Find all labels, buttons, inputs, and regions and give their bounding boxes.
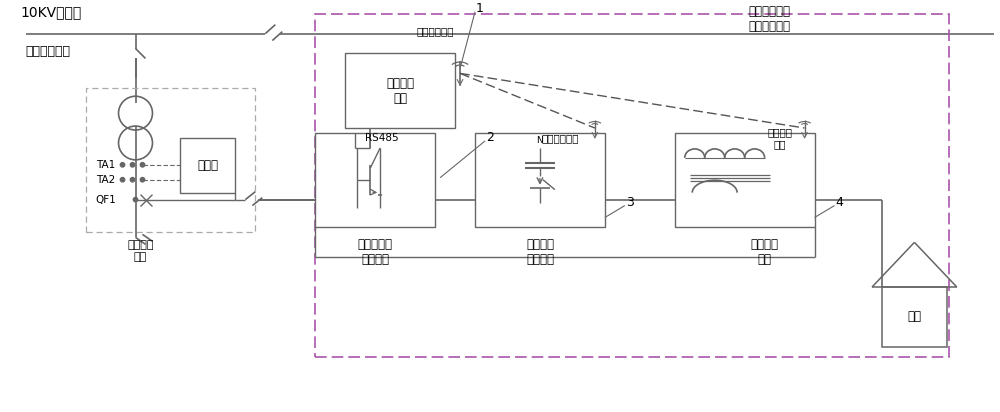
Text: 动态无功
补偿装置: 动态无功 补偿装置 — [526, 238, 554, 266]
Text: N: N — [537, 136, 543, 145]
Text: TA2: TA2 — [96, 175, 115, 185]
Bar — [86, 88, 255, 232]
Circle shape — [130, 163, 135, 167]
Text: 三级式配电网
电压治理装置: 三级式配电网 电压治理装置 — [749, 5, 791, 33]
Text: 无线数据传输: 无线数据传输 — [416, 27, 454, 37]
Circle shape — [120, 178, 125, 182]
Text: 高压隔离开关: 高压隔离开关 — [26, 45, 71, 58]
Text: 集中控制
系统: 集中控制 系统 — [386, 77, 414, 105]
Text: RS485: RS485 — [365, 133, 399, 143]
Bar — [315, 14, 949, 357]
Text: 三相不平衡
治理装置: 三相不平衡 治理装置 — [358, 238, 393, 266]
Text: 计量表: 计量表 — [197, 159, 218, 172]
Bar — [475, 133, 605, 227]
Text: 4: 4 — [836, 196, 843, 209]
Text: 2: 2 — [486, 131, 494, 145]
Bar — [315, 133, 435, 227]
Circle shape — [140, 178, 145, 182]
Text: 用户: 用户 — [907, 310, 921, 323]
Bar — [180, 138, 235, 193]
Bar — [675, 133, 815, 227]
Text: 无线数据传输: 无线数据传输 — [541, 133, 579, 143]
Bar — [882, 287, 947, 347]
Circle shape — [133, 197, 138, 202]
Bar — [345, 54, 455, 128]
Circle shape — [140, 163, 145, 167]
Text: QF1: QF1 — [96, 194, 116, 205]
Circle shape — [130, 178, 135, 182]
Text: 无线数据
传输: 无线数据 传输 — [767, 127, 792, 149]
Text: 10KV架空线: 10KV架空线 — [21, 5, 82, 19]
Text: 3: 3 — [626, 196, 634, 209]
Circle shape — [120, 163, 125, 167]
Text: 1: 1 — [476, 2, 484, 15]
Text: 配电低压
台区: 配电低压 台区 — [127, 240, 154, 262]
Text: TA1: TA1 — [96, 160, 115, 170]
Text: 线路调压
装置: 线路调压 装置 — [751, 238, 779, 266]
